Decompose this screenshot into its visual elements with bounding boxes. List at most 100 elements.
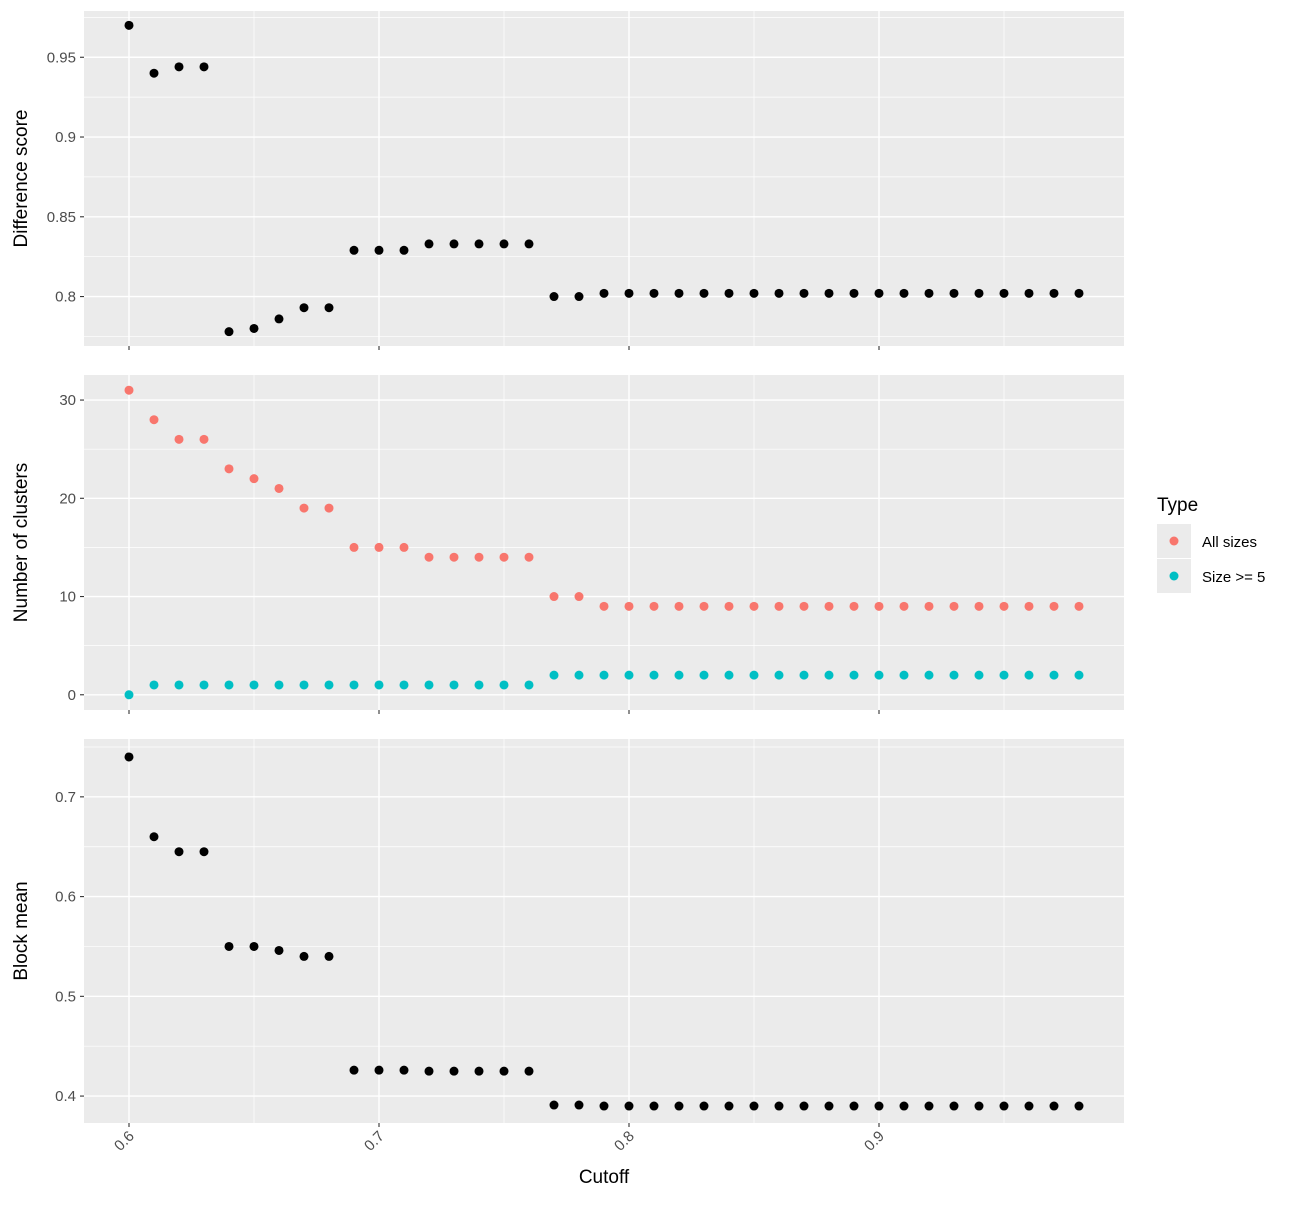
x-tick-label: 0.8 <box>611 1128 638 1155</box>
data-point <box>849 601 859 611</box>
data-point <box>799 601 809 611</box>
y-tick-label: 0.8 <box>55 289 76 306</box>
legend-marker <box>1169 536 1179 546</box>
data-point <box>499 1066 509 1076</box>
data-point <box>299 951 309 961</box>
data-point <box>599 601 609 611</box>
data-point <box>824 288 834 298</box>
data-point <box>899 601 909 611</box>
data-point <box>549 292 559 302</box>
data-point <box>124 20 134 30</box>
data-point <box>774 670 784 680</box>
y-tick-label: 0.95 <box>47 49 76 66</box>
data-point <box>549 592 559 602</box>
data-point <box>1049 601 1059 611</box>
data-point <box>249 680 259 690</box>
data-point <box>424 552 434 562</box>
data-point <box>1049 670 1059 680</box>
y-tick-label: 10 <box>59 589 76 606</box>
data-point <box>1049 288 1059 298</box>
data-point <box>549 670 559 680</box>
data-point <box>299 680 309 690</box>
data-point <box>224 941 234 951</box>
data-point <box>774 288 784 298</box>
data-point <box>249 941 259 951</box>
data-point <box>124 690 134 700</box>
data-point <box>149 832 159 842</box>
data-point <box>949 288 959 298</box>
data-point <box>199 847 209 857</box>
data-point <box>1024 1101 1034 1111</box>
data-point <box>274 483 284 493</box>
data-point <box>824 601 834 611</box>
data-point <box>724 601 734 611</box>
data-point <box>574 292 584 302</box>
data-point <box>324 951 334 961</box>
data-point <box>399 680 409 690</box>
data-point <box>199 62 209 72</box>
data-point <box>699 288 709 298</box>
data-point <box>899 1101 909 1111</box>
data-point <box>774 601 784 611</box>
data-point <box>699 670 709 680</box>
data-point <box>274 680 284 690</box>
data-point <box>324 680 334 690</box>
data-point <box>699 601 709 611</box>
series-1 <box>124 20 1084 337</box>
data-point <box>424 680 434 690</box>
data-point <box>124 385 134 395</box>
data-point <box>824 1101 834 1111</box>
data-point <box>999 670 1009 680</box>
series-1 <box>124 385 1084 611</box>
data-point <box>424 1066 434 1076</box>
data-point <box>874 670 884 680</box>
data-point <box>374 680 384 690</box>
y-tick-label: 0 <box>68 687 76 704</box>
data-point <box>999 601 1009 611</box>
data-point <box>299 503 309 513</box>
x-axis-title: Cutoff <box>579 1167 630 1188</box>
data-point <box>474 680 484 690</box>
data-point <box>649 288 659 298</box>
data-point <box>749 1101 759 1111</box>
data-point <box>249 323 259 333</box>
data-point <box>624 601 634 611</box>
data-point <box>424 239 434 249</box>
y-tick-label: 0.85 <box>47 209 76 226</box>
data-point <box>474 552 484 562</box>
data-point <box>349 542 359 552</box>
data-point <box>1074 601 1084 611</box>
data-point <box>749 670 759 680</box>
data-point <box>174 434 184 444</box>
data-point <box>224 327 234 337</box>
y-tick-label: 0.9 <box>55 129 76 146</box>
data-point <box>649 601 659 611</box>
x-tick-label: 0.9 <box>861 1128 888 1155</box>
data-point <box>1074 288 1084 298</box>
data-point <box>949 601 959 611</box>
data-point <box>149 68 159 78</box>
data-point <box>774 1101 784 1111</box>
data-point <box>674 670 684 680</box>
data-point <box>574 1100 584 1110</box>
data-point <box>999 288 1009 298</box>
data-point <box>674 288 684 298</box>
data-point <box>299 303 309 313</box>
data-point <box>624 288 634 298</box>
data-point <box>224 464 234 474</box>
data-point <box>399 1065 409 1075</box>
series-1 <box>124 752 1084 1111</box>
data-point <box>1049 1101 1059 1111</box>
panel-background <box>84 739 1124 1123</box>
data-point <box>149 680 159 690</box>
data-point <box>449 552 459 562</box>
data-point <box>674 601 684 611</box>
data-point <box>449 1066 459 1076</box>
data-point <box>224 680 234 690</box>
y-tick-label: 20 <box>59 490 76 507</box>
y-tick-label: 0.7 <box>55 789 76 806</box>
data-point <box>624 670 634 680</box>
data-point <box>349 245 359 255</box>
data-point <box>274 314 284 324</box>
